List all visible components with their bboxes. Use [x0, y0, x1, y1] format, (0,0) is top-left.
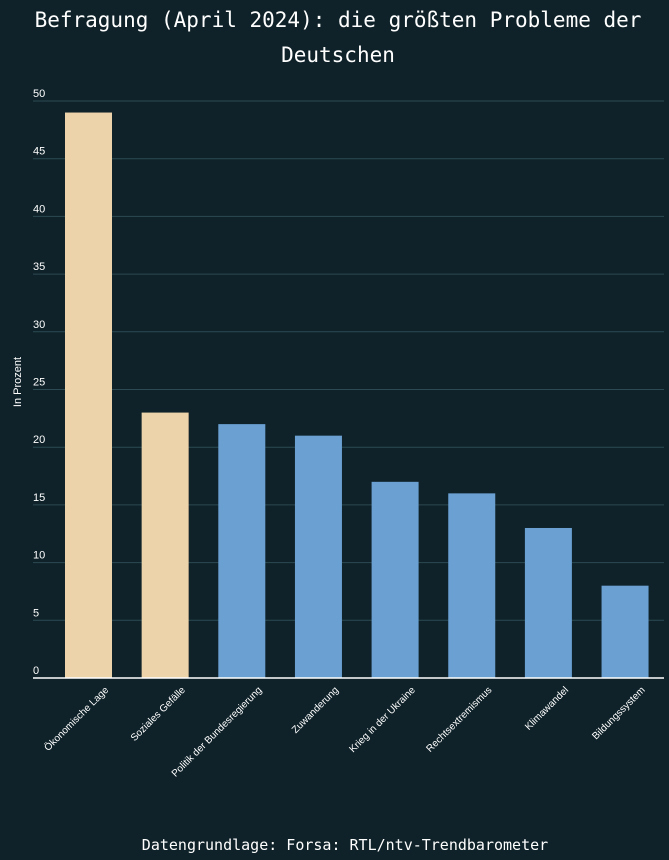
- x-tick-label: Ökonomische Lage: [42, 684, 112, 754]
- y-axis-label: In Prozent: [12, 357, 24, 407]
- chart-title-line-2: Deutschen: [281, 43, 395, 67]
- bar: [141, 412, 189, 678]
- x-tick-label: Zuwanderung: [290, 685, 341, 736]
- gridlines: [33, 100, 664, 621]
- x-tick-label: Klimawandel: [523, 685, 571, 733]
- y-tick-labels: 0 5 10 15 20 25 30 35 40 45 50: [33, 88, 45, 677]
- source-note: Datengrundlage: Forsa: RTL/ntv-Trendbaro…: [142, 836, 548, 854]
- chart-title-line-1: Befragung (April 2024): die größten Prob…: [35, 8, 642, 32]
- bar: [294, 435, 342, 678]
- y-tick-label: 35: [33, 261, 45, 273]
- y-tick-label: 50: [33, 88, 45, 100]
- x-tick-label: Politik der Bundesregierung: [170, 685, 265, 780]
- y-tick-label: 40: [33, 203, 45, 215]
- y-tick-label: 0: [33, 665, 39, 677]
- bar: [524, 527, 572, 678]
- x-tick-label: Krieg in der Ukraine: [347, 685, 418, 756]
- y-tick-label: 5: [33, 607, 39, 619]
- bar: [65, 112, 112, 679]
- y-tick-label: 10: [33, 550, 45, 562]
- bars: [65, 112, 649, 679]
- y-tick-label: 30: [33, 319, 45, 331]
- x-tick-label: Soziales Gefälle: [129, 685, 188, 744]
- bar: [371, 481, 419, 678]
- y-tick-label: 15: [33, 492, 45, 504]
- y-tick-label: 20: [33, 434, 45, 446]
- bar: [218, 424, 266, 678]
- x-tick-label: Rechtsextremismus: [425, 685, 495, 755]
- x-tick-labels: Ökonomische Lage Soziales GefällePolitik …: [42, 684, 648, 780]
- bar: [448, 493, 496, 678]
- y-tick-label: 45: [33, 146, 45, 158]
- x-tick-label: Bildungssystem: [590, 685, 647, 742]
- bar: [601, 585, 649, 678]
- y-tick-label: 25: [33, 377, 45, 389]
